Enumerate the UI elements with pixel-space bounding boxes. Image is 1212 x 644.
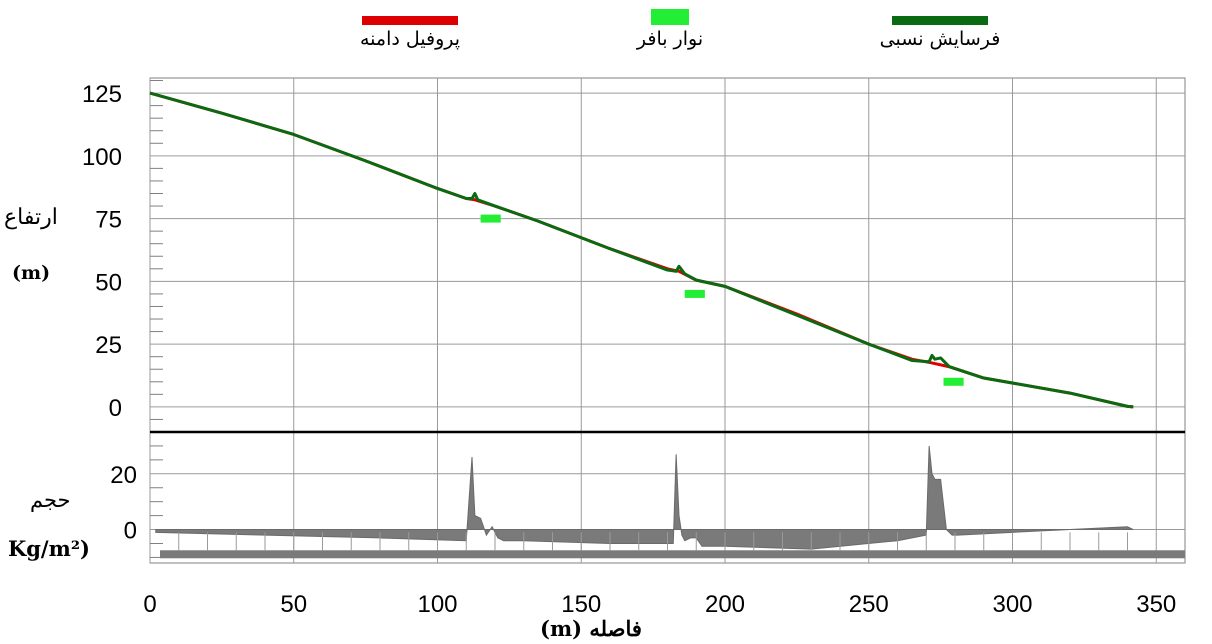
legend-swatch-slope-profile	[362, 16, 458, 25]
volume-area	[155, 445, 1134, 550]
x-axis-label: فاصله (m)	[540, 616, 642, 641]
legend-item-relative-erosion: فرسایش نسبی	[860, 16, 1020, 50]
buffer-strip	[943, 377, 964, 386]
x-tick-label: 0	[143, 591, 156, 618]
legend-swatch-buffer-strip	[651, 9, 689, 25]
x-tick-label: 150	[561, 591, 601, 618]
x-tick-label: 50	[280, 591, 307, 618]
y-axis-label-volume: حجم	[30, 488, 71, 512]
legend-swatch-relative-erosion	[892, 16, 988, 25]
y-tick-label-top: 75	[95, 207, 122, 234]
x-tick-label: 200	[705, 591, 745, 618]
x-tick-label: 250	[849, 591, 889, 618]
y-axis-label-elevation: ارتفاع	[4, 205, 58, 230]
legend-label-buffer-strip: نوار بافر	[636, 28, 704, 50]
x-tick-label: 350	[1136, 591, 1176, 618]
y-axis-unit-volume: Kg/m²)	[8, 536, 90, 561]
legend-item-slope-profile: پروفیل دامنه	[330, 16, 490, 50]
y-tick-label-top: 50	[95, 269, 122, 296]
y-axis-unit-elevation: (m)	[12, 262, 51, 284]
plot-frame	[149, 77, 1186, 564]
y-tick-label-top: 25	[95, 332, 122, 359]
series-line-relative-erosion	[149, 91, 1134, 409]
buffer-strip	[480, 214, 501, 223]
buffer-strip	[684, 289, 705, 298]
y-tick-label-top: 125	[82, 81, 122, 108]
y-tick-label-top: 100	[82, 144, 122, 171]
legend-label-slope-profile: پروفیل دامنه	[359, 28, 461, 50]
volume-baseline-bar	[160, 550, 1185, 559]
y-tick-label-bottom: 0	[124, 518, 137, 545]
y-tick-label-bottom: 20	[110, 462, 137, 489]
legend-item-buffer-strip: نوار بافر	[610, 9, 730, 50]
x-tick-label: 100	[417, 591, 457, 618]
legend-label-relative-erosion: فرسایش نسبی	[879, 28, 1001, 50]
x-tick-label: 300	[992, 591, 1032, 618]
y-tick-label-top: 0	[109, 395, 122, 422]
